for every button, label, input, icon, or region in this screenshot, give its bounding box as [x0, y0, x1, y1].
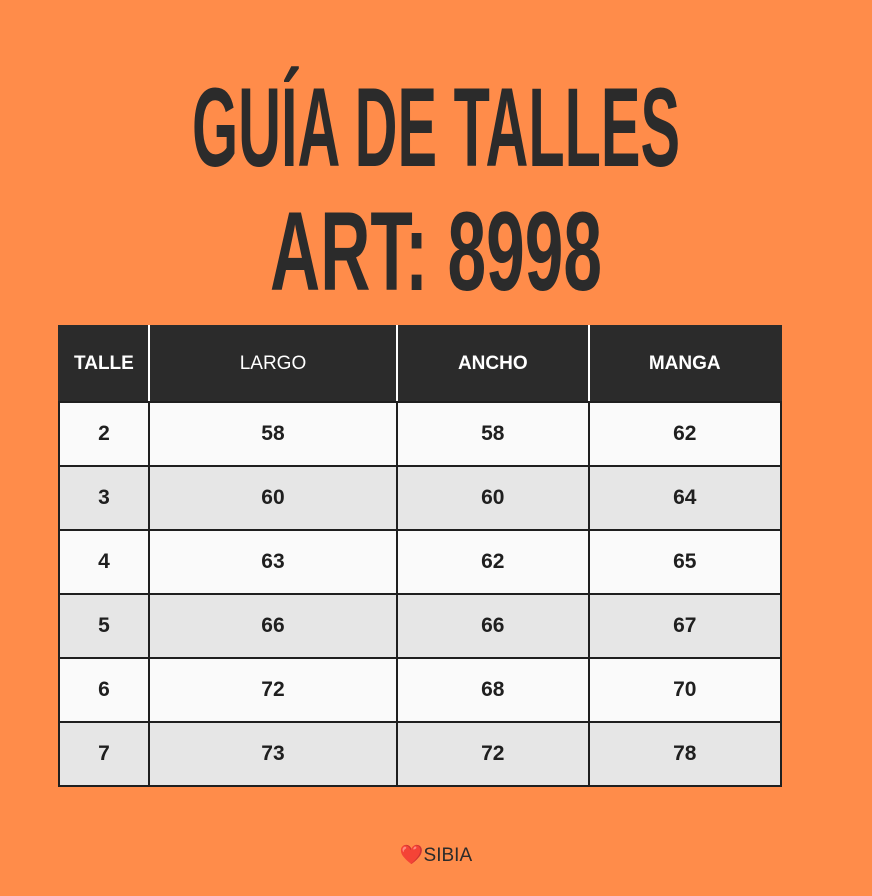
header-talle: TALLE	[58, 325, 150, 403]
size-table: TALLE LARGO ANCHO MANGA 2 58 58 62 3 60 60 64 4 6…	[58, 325, 783, 787]
table-cell: 78	[587, 721, 783, 787]
title-line-1: GUÍA DE TALLES	[191, 65, 681, 190]
table-cell: 5	[58, 593, 150, 659]
header-ancho: ANCHO	[396, 325, 590, 403]
heart-icon: ❤️	[399, 845, 424, 866]
table-header-row: TALLE LARGO ANCHO MANGA	[58, 325, 783, 403]
table-cell: 68	[396, 657, 590, 723]
table-cell: 6	[58, 657, 150, 723]
table-row: 7 73 72 78	[58, 721, 783, 787]
table-cell: 66	[147, 593, 399, 659]
table-cell: 66	[396, 593, 590, 659]
table-row: 4 63 62 65	[58, 529, 783, 595]
table-row: 3 60 60 64	[58, 465, 783, 531]
header-largo: LARGO	[147, 325, 399, 403]
table-cell: 2	[58, 401, 150, 467]
table-cell: 72	[147, 657, 399, 723]
table-cell: 7	[58, 721, 150, 787]
table-cell: 60	[396, 465, 590, 531]
table-cell: 73	[147, 721, 399, 787]
table-cell: 65	[587, 529, 783, 595]
table-cell: 62	[396, 529, 590, 595]
table-row: 2 58 58 62	[58, 401, 783, 467]
table-cell: 58	[147, 401, 399, 467]
table-cell: 70	[587, 657, 783, 723]
table-cell: 4	[58, 529, 150, 595]
title-line-2: ART: 8998	[270, 189, 602, 314]
footer-brand: ❤️SIBIA	[0, 843, 872, 867]
table-cell: 67	[587, 593, 783, 659]
table-cell: 3	[58, 465, 150, 531]
brand-name: SIBIA	[423, 845, 473, 866]
table-cell: 62	[587, 401, 783, 467]
table-cell: 72	[396, 721, 590, 787]
table-cell: 64	[587, 465, 783, 531]
table-cell: 60	[147, 465, 399, 531]
table-cell: 58	[396, 401, 590, 467]
header-manga: MANGA	[587, 325, 783, 403]
table-row: 5 66 66 67	[58, 593, 783, 659]
table-cell: 63	[147, 529, 399, 595]
table-row: 6 72 68 70	[58, 657, 783, 723]
